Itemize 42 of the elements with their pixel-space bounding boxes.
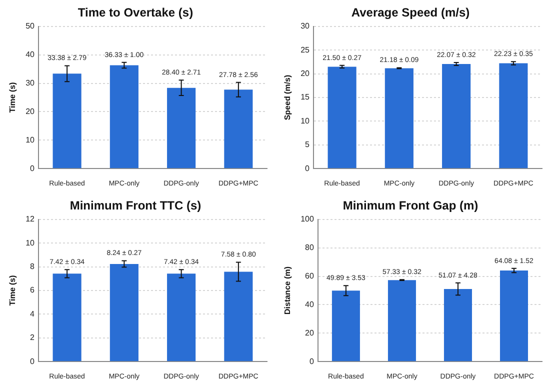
bar [332, 290, 360, 362]
y-tick-label: 40 [305, 300, 314, 309]
y-tick-label: 30 [26, 78, 36, 88]
y-tick-label: 0 [309, 356, 314, 366]
y-tick-label: 0 [30, 356, 36, 366]
bar [444, 288, 472, 362]
y-tick-label: 30 [300, 22, 310, 31]
y-tick-label: 20 [300, 69, 310, 78]
y-tick-label: 25 [300, 45, 310, 54]
chart-title: Minimum Front TTC (s) [70, 198, 202, 213]
bar [500, 270, 528, 362]
y-tick-label: 20 [305, 328, 314, 338]
chart-title: Average Speed (m/s) [351, 6, 470, 20]
y-tick-label: 10 [300, 116, 310, 126]
y-tick-label: 80 [305, 243, 314, 252]
y-axis-title: Time (s) [8, 82, 18, 113]
bar [167, 88, 196, 168]
y-tick-label: 50 [26, 22, 36, 31]
bar [52, 74, 82, 168]
bar [388, 280, 416, 362]
y-tick-label: 10 [26, 135, 36, 144]
y-tick-label: 40 [26, 50, 36, 60]
y-tick-label: 0 [30, 164, 36, 173]
y-tick-label: 0 [305, 164, 310, 173]
y-tick-label: 10 [26, 238, 36, 248]
y-axis-title: Speed (m/s) [283, 74, 292, 120]
y-tick-label: 8 [30, 262, 36, 272]
y-tick-label: 60 [305, 271, 314, 280]
y-tick-label: 4 [30, 309, 36, 318]
y-tick-label: 6 [30, 286, 36, 295]
y-tick-label: 5 [305, 140, 310, 150]
y-tick-label: 15 [300, 92, 310, 102]
y-axis-title: Time (s) [8, 274, 18, 306]
y-tick-label: 100 [300, 214, 314, 224]
y-tick-label: 2 [30, 333, 36, 342]
chart-title: Time to Overtake (s) [78, 6, 194, 20]
bar [110, 65, 138, 168]
y-axis-title: Distance (m) [283, 266, 292, 315]
y-tick-label: 20 [26, 106, 36, 116]
chart-title: Minimum Front Gap (m) [342, 198, 478, 213]
bar [224, 90, 253, 168]
y-tick-label: 12 [26, 214, 36, 224]
